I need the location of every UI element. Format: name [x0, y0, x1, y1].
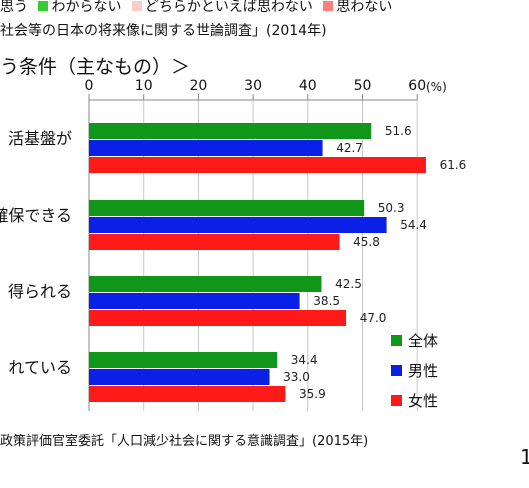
- bar-1-0: [89, 140, 323, 156]
- x-tick-label-20: 20: [189, 78, 207, 94]
- legend-item-1: 男性: [391, 360, 438, 381]
- chart-legend: 全体 男性 女性: [391, 330, 438, 411]
- data-label-0-2: 42.5: [335, 277, 362, 291]
- legend-label-2: どちらかといえば思わない: [144, 0, 313, 15]
- bar-0-1: [89, 200, 365, 216]
- x-tick-label-50: 50: [354, 78, 372, 94]
- page-number: 1: [520, 445, 529, 469]
- legend-series-1: 男性: [408, 362, 439, 380]
- legend-label-1: わからない: [51, 0, 122, 15]
- chart-title: う条件（主なもの）＞: [0, 56, 191, 78]
- bar-2-2: [89, 310, 347, 326]
- legend-swatch-1: [38, 1, 49, 11]
- axis-unit: (%): [426, 80, 447, 94]
- data-label-1-1: 54.4: [400, 218, 427, 232]
- category-label-1: 確保できる: [0, 206, 72, 225]
- bar-1-1: [89, 217, 387, 233]
- bar-2-1: [89, 234, 340, 250]
- category-label-2: 得られる: [7, 282, 72, 301]
- data-label-1-0: 42.7: [336, 141, 363, 155]
- data-label-1-2: 38.5: [313, 294, 340, 308]
- x-tick-label-10: 10: [135, 78, 153, 94]
- legend-swatch-3: [323, 1, 334, 11]
- bar-0-3: [89, 352, 278, 368]
- legend-label-0: 思う: [0, 0, 28, 15]
- bar-0-2: [89, 276, 322, 292]
- x-tick-label-40: 40: [299, 78, 317, 94]
- category-label-0: 活基盤が: [7, 129, 72, 148]
- data-labels: 51.6 42.7 61.6 50.3 54.4 45.8 42.5 38.5 47.0 34.4…: [283, 124, 466, 401]
- data-label-2-2: 47.0: [360, 311, 387, 325]
- data-label-1-3: 33.0: [283, 370, 310, 384]
- bar-0-0: [89, 123, 372, 139]
- bar-1-3: [89, 369, 270, 385]
- data-label-2-3: 35.9: [299, 387, 326, 401]
- data-label-0-0: 51.6: [385, 124, 412, 138]
- source-top: 社会等の日本の将来像に関する世論調査」(2014年): [0, 23, 327, 39]
- legend-item-0: 全体: [391, 330, 438, 351]
- top-legend: 思う わからない どちらかといえば思わない 思わない: [0, 0, 392, 16]
- legend-swatch-0: [391, 335, 402, 346]
- data-label-2-1: 45.8: [353, 235, 380, 249]
- bars: [89, 123, 426, 402]
- bar-1-2: [89, 293, 300, 309]
- data-label-2-0: 61.6: [440, 158, 467, 172]
- bar-2-3: [89, 386, 286, 402]
- category-label-3: れている: [8, 358, 72, 377]
- legend-swatch-2: [131, 1, 142, 11]
- x-tick-label-60: 60: [408, 78, 426, 94]
- bar-2-0: [89, 157, 426, 173]
- legend-item-2: 女性: [391, 390, 438, 411]
- data-label-0-3: 34.4: [291, 353, 318, 367]
- legend-swatch-1b: [391, 365, 402, 376]
- data-label-0-1: 50.3: [378, 201, 405, 215]
- legend-label-3: 思わない: [336, 0, 393, 15]
- legend-swatch-2b: [391, 395, 402, 406]
- x-tick-labels: 0 10 20 30 40 50 60: [85, 78, 427, 94]
- legend-series-2: 女性: [408, 392, 439, 410]
- source-bottom: 政策評価官室委託「人口減少社会に関する意識調査」(2015年): [0, 434, 369, 449]
- x-tick-label-30: 30: [244, 78, 262, 94]
- x-tick-label-0: 0: [85, 78, 94, 94]
- legend-series-0: 全体: [408, 332, 439, 350]
